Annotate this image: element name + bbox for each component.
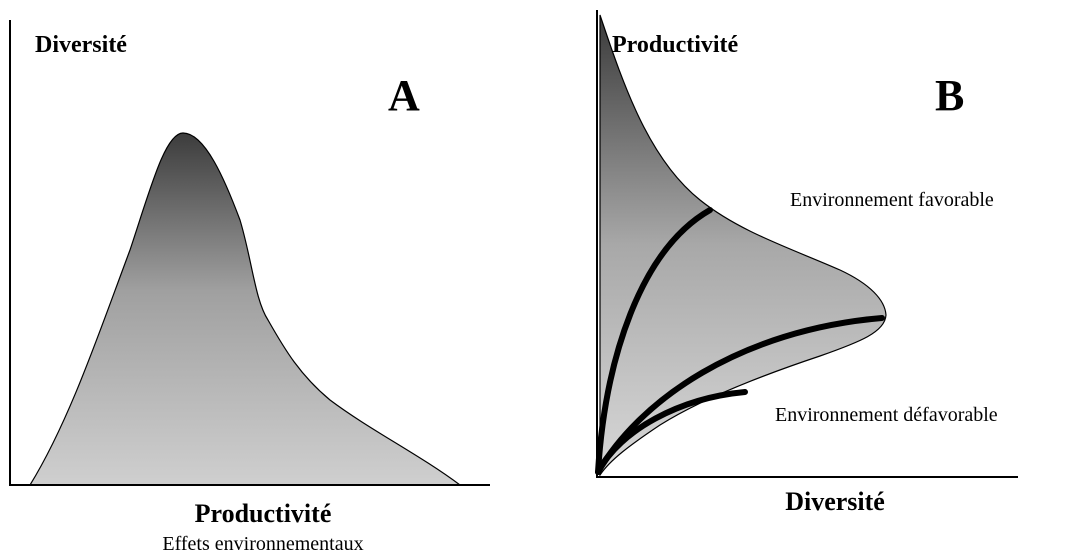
annotation: Environnement favorable [790, 189, 994, 211]
annotation: Environnement défavorable [775, 404, 998, 426]
panel-label: A [388, 71, 420, 120]
panel-b: Productivité B Environnement favorable E… [595, 10, 1018, 516]
panel-label: B [935, 71, 964, 120]
trend-lines [595, 207, 885, 475]
y-axis-label: Diversité [35, 32, 127, 58]
panel-a: Diversité A Productivité Effets environn… [9, 20, 490, 555]
curve-a [28, 132, 462, 486]
x-axis-label: Diversité [785, 487, 885, 516]
y-axis-label: Productivité [612, 32, 739, 58]
curve-b [599, 14, 887, 477]
trend-line [595, 389, 748, 475]
x-axis-label: Productivité [195, 499, 332, 528]
trend-line [595, 207, 713, 475]
caption: Effets environnementaux [162, 533, 363, 555]
